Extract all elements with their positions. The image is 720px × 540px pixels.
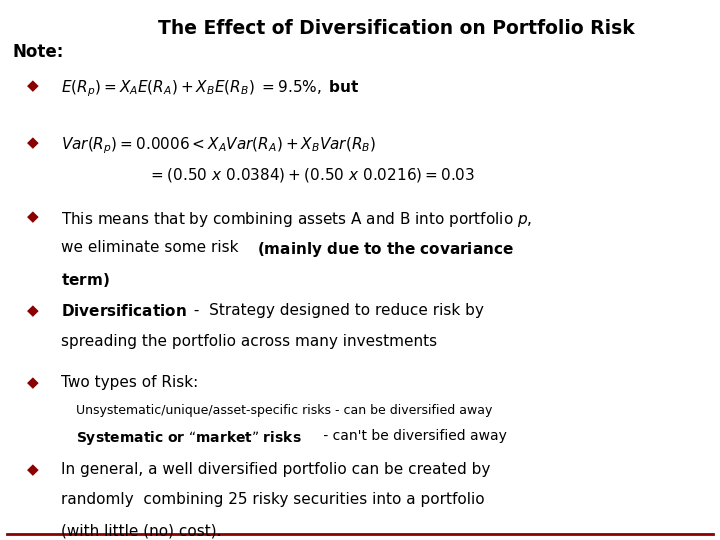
Text: In general, a well diversified portfolio can be created by: In general, a well diversified portfolio… [61, 462, 490, 477]
Text: - can't be diversified away: - can't be diversified away [319, 429, 507, 443]
Text: ◆: ◆ [27, 210, 39, 225]
Text: we eliminate some risk: we eliminate some risk [61, 240, 243, 255]
Text: ◆: ◆ [27, 375, 39, 390]
Text: ◆: ◆ [27, 303, 39, 319]
Text: Two types of Risk:: Two types of Risk: [61, 375, 199, 390]
Text: The Effect of Diversification on Portfolio Risk: The Effect of Diversification on Portfol… [158, 19, 634, 38]
Text: $\bf{Diversification}$: $\bf{Diversification}$ [61, 303, 187, 320]
Text: $\bf{(mainly\ due\ to\ the\ covariance}$: $\bf{(mainly\ due\ to\ the\ covariance}$ [257, 240, 514, 259]
Text: (with little (no) cost).: (with little (no) cost). [61, 523, 222, 538]
Text: Unsystematic/unique/asset-specific risks - can be diversified away: Unsystematic/unique/asset-specific risks… [76, 404, 492, 417]
Text: $\it{E(R_p) = X_AE(R_A) + X_BE(R_B)}$ $= 9.5\%,$ $\mathbf{but}$: $\it{E(R_p) = X_AE(R_A) + X_BE(R_B)}$ $=… [61, 78, 360, 99]
Text: $\it{Var(R_p) =0.0006 < X_AVar(R_A) + X_BVar(R_B)}$: $\it{Var(R_p) =0.0006 < X_AVar(R_A) + X_… [61, 135, 376, 156]
Text: This means that by combining assets A and B into portfolio $\it{p,}$: This means that by combining assets A an… [61, 210, 533, 228]
Text: $\it{= (0.50\ x\ 0.0384) + (0.50\ x\ 0.0216) = 0.03}$: $\it{= (0.50\ x\ 0.0384) + (0.50\ x\ 0.0… [148, 166, 474, 184]
Text: spreading the portfolio across many investments: spreading the portfolio across many inve… [61, 334, 437, 349]
Text: randomly  combining 25 risky securities into a portfolio: randomly combining 25 risky securities i… [61, 492, 485, 508]
Text: ◆: ◆ [27, 462, 39, 477]
Text: ◆: ◆ [27, 135, 39, 150]
Text: -  Strategy designed to reduce risk by: - Strategy designed to reduce risk by [189, 303, 485, 319]
Text: Note:: Note: [13, 43, 64, 61]
Text: ◆: ◆ [27, 78, 39, 93]
Text: $\bf{term)}$: $\bf{term)}$ [61, 271, 110, 289]
Text: $\bf{Systematic\ or\ \textquotedblleft market\textquotedblright\ risks}$: $\bf{Systematic\ or\ \textquotedblleft m… [76, 429, 301, 447]
